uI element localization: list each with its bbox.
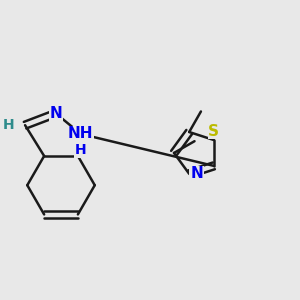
Text: N: N: [190, 167, 203, 182]
Text: S: S: [208, 124, 219, 139]
Text: H: H: [3, 118, 15, 132]
Text: NH: NH: [68, 127, 94, 142]
Text: N: N: [50, 106, 62, 121]
Text: H: H: [75, 143, 87, 157]
